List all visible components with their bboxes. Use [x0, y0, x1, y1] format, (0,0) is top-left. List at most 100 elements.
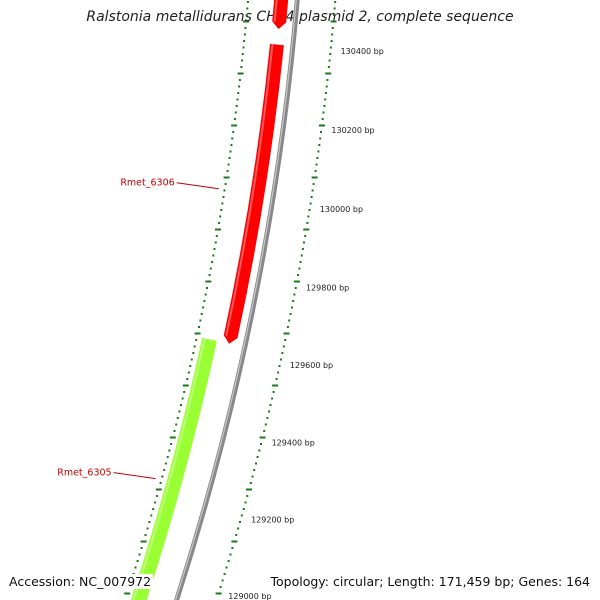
gc-track-right-dot — [268, 410, 270, 413]
gc-track-right-dot — [229, 553, 232, 556]
gc-track-right-dot — [308, 209, 311, 211]
gc-track-right-dot — [288, 319, 291, 322]
gc-track-right-dot — [246, 495, 249, 497]
gc-track-left-dot — [209, 267, 212, 270]
gc-track-right-dot — [219, 586, 222, 588]
gc-track-left-dot — [203, 300, 206, 302]
gc-track-left-dot — [166, 456, 169, 458]
gc-track-left-dot — [244, 27, 247, 29]
tick-label: 129600 bp — [290, 361, 333, 370]
tick-label: 130000 bp — [320, 205, 363, 214]
gc-track-left-dot — [144, 534, 147, 536]
gc-track-right-dot — [331, 33, 334, 36]
gc-track-right-dot — [286, 326, 289, 328]
gene-arrow-rmet_6307[interactable] — [272, 0, 298, 30]
gc-track-right-dot — [239, 521, 241, 523]
gc-track-right-dot — [321, 118, 324, 120]
gc-track-left-dot — [214, 241, 217, 244]
gc-track-right-dot — [266, 417, 269, 419]
gene-features — [125, 0, 298, 600]
gc-track-right-dot — [303, 228, 310, 231]
gc-track-left-dot — [148, 521, 151, 523]
gc-track-left-dot — [173, 430, 176, 432]
gc-track-right-dot — [322, 111, 325, 114]
gc-track-right-dot — [283, 332, 290, 335]
accession-text: Accession: NC_007972 — [7, 574, 154, 589]
gc-track-right-dot — [318, 124, 325, 127]
gc-track-left-dot — [154, 501, 157, 504]
gene-arrow-rmet_6306[interactable] — [223, 43, 284, 344]
gc-track-right-dot — [330, 40, 333, 42]
gc-track-left-dot — [175, 423, 178, 426]
gc-track-left-dot — [237, 92, 240, 94]
gc-track-right-dot — [294, 287, 297, 289]
gc-track-right-dot — [319, 137, 322, 140]
gc-track-right-dot — [231, 540, 238, 543]
gc-track-left-dot — [181, 397, 184, 400]
gc-track-right-dot — [307, 215, 310, 218]
gc-track-left-dot — [136, 560, 139, 562]
label-leader-line — [176, 182, 219, 190]
gc-track-right-dot — [237, 527, 240, 530]
gc-track-left-dot — [159, 482, 162, 484]
gc-track-right-dot — [327, 66, 330, 68]
gc-track-right-dot — [304, 235, 307, 237]
gc-track-right-dot — [316, 157, 319, 159]
tick-label: 130200 bp — [331, 126, 374, 135]
gc-track-left-dot — [211, 261, 214, 263]
gc-track-right-dot — [240, 514, 243, 517]
gc-track-right-dot — [311, 189, 314, 192]
gc-track-right-dot — [298, 267, 301, 270]
tick-label: 129800 bp — [306, 283, 349, 292]
gc-track-left-dot — [150, 514, 153, 517]
gc-track-left-dot — [241, 53, 244, 55]
gc-track-right-dot — [297, 274, 300, 276]
gc-track-right-dot — [278, 365, 281, 367]
gc-track-left-dot — [192, 352, 195, 354]
gc-track-left-dot — [208, 274, 211, 276]
gc-track-right-dot — [249, 482, 252, 484]
gc-track-left-dot — [176, 417, 179, 419]
gene-label-rmet_6305[interactable]: Rmet_6305 — [57, 468, 111, 479]
gc-track-right-dot — [326, 79, 329, 81]
gc-track-right-dot — [318, 144, 321, 146]
gc-track-right-dot — [246, 488, 252, 491]
gc-track-left-dot — [170, 443, 173, 445]
gc-track-right-dot — [290, 306, 293, 309]
gc-track-right-dot — [282, 345, 285, 348]
gc-track-left-dot — [221, 202, 224, 205]
gene-arrow-rmet_6305[interactable] — [125, 337, 217, 600]
gc-track-left-dot — [199, 319, 202, 322]
gc-track-left-dot — [235, 105, 238, 107]
gc-track-left-dot — [243, 40, 246, 42]
gc-track-right-dot — [221, 579, 224, 582]
gc-track-left-dot — [234, 111, 237, 114]
map-title: Ralstonia metallidurans CH34 plasmid 2, … — [86, 9, 514, 25]
gc-track-left-dot — [161, 475, 164, 478]
gc-track-right-dot — [314, 170, 317, 172]
gc-track-left-dot — [183, 391, 186, 393]
gc-track-right-dot — [293, 280, 300, 283]
gc-track-left-dot — [212, 254, 215, 257]
gc-track-left-dot — [240, 66, 243, 68]
tick-label: 130400 bp — [341, 47, 384, 56]
gc-track-left-dot — [230, 144, 233, 146]
scale-ticks: 131000 bp130800 bp130600 bp130400 bp1302… — [228, 47, 384, 600]
gc-track-right-dot — [277, 371, 280, 374]
gc-track-left-dot — [220, 209, 223, 211]
gc-track-left-dot — [241, 59, 244, 62]
gene-label-rmet_6306[interactable]: Rmet_6306 — [120, 178, 174, 189]
gc-track-right-dot — [271, 397, 274, 400]
gc-track-right-dot — [299, 261, 302, 263]
topology-text: Topology: circular; Length: 171,459 bp; … — [268, 574, 592, 589]
gc-track-right-dot — [324, 98, 327, 101]
tick-label: 129200 bp — [251, 516, 294, 525]
gc-track-left-dot — [206, 287, 208, 289]
gc-track-left-dot — [155, 495, 158, 497]
gc-track-left-dot — [237, 72, 244, 75]
gc-track-right-dot — [289, 313, 292, 315]
tick-label: 129400 bp — [272, 439, 315, 448]
gc-track-left-dot — [245, 14, 248, 16]
gc-track-right-dot — [323, 105, 326, 107]
